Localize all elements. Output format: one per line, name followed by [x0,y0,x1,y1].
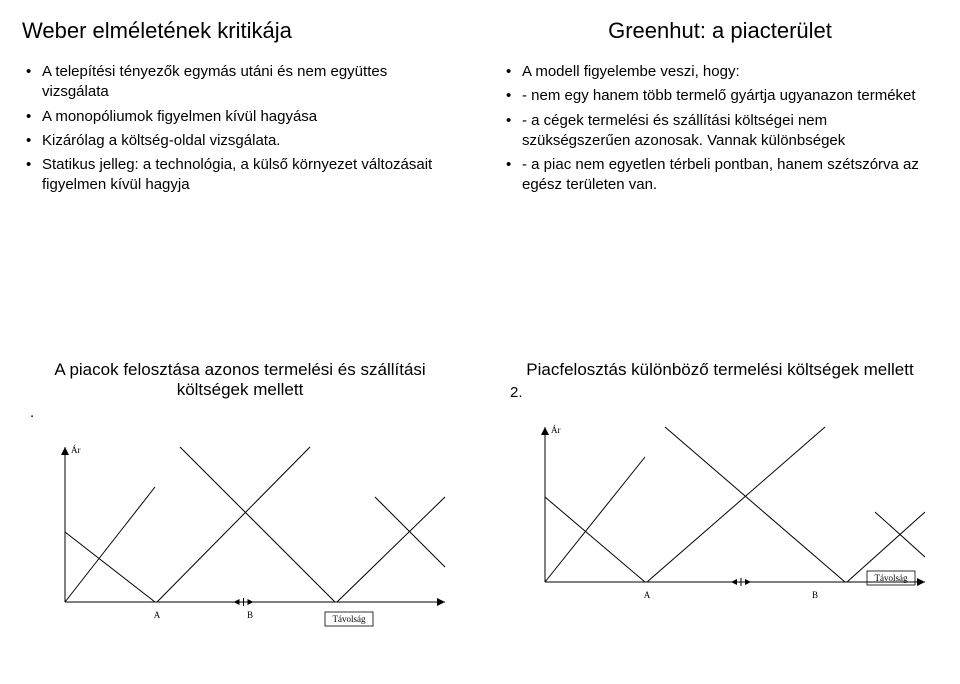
svg-text:B: B [812,590,818,600]
sub-item-text: - nem egy hanem több termelő gyártja ugy… [522,87,916,104]
panel2-title: Greenhut: a piacterület [502,18,938,44]
svg-text:Ár: Ár [71,445,81,455]
dot-text: . [30,404,34,421]
panel3-title: A piacok felosztása azonos termelési és … [22,360,458,400]
panel1-title: Weber elméletének kritikája [22,18,458,44]
chart-svg: Ár A B Távolság [502,407,938,617]
list-item: A monopóliumok figyelmen kívül hagyása [26,107,458,127]
svg-text:A: A [154,610,161,620]
list-item: - nem egy hanem több termelő gyártja ugy… [506,86,938,106]
chart-svg: Ár A B Távolság [22,427,458,637]
panel-diff-costs: Piacfelosztás különböző termelési költsé… [480,342,960,684]
list-item: Statikus jelleg: a technológia, a külső … [26,155,458,196]
svg-text:Távolság: Távolság [333,614,366,624]
panel1-list: A telepítési tényezők egymás utáni és ne… [22,62,458,196]
svg-text:B: B [247,610,253,620]
panel-greenhut: Greenhut: a piacterület A modell figyele… [480,0,960,342]
panel3-dot: . [22,404,458,421]
list-item: Kizárólag a költség-oldal vizsgálata. [26,131,458,151]
list-item: A telepítési tényezők egymás utáni és ne… [26,62,458,103]
svg-text:Távolság: Távolság [875,573,908,583]
svg-text:Ár: Ár [551,425,561,435]
panel4-dot: 2. [502,384,938,401]
panel4-title: Piacfelosztás különböző termelési költsé… [502,360,938,380]
panel-weber-critique: Weber elméletének kritikája A telepítési… [0,0,480,342]
dot-text: 2. [510,384,523,401]
list-item: - a cégek termelési és szállítási költsé… [506,111,938,152]
chart-diff-costs: Ár A B Távolság [502,407,938,617]
list-item: A modell figyelembe veszi, hogy: [506,62,938,82]
svg-text:A: A [644,590,651,600]
list-item: - a piac nem egyetlen térbeli pontban, h… [506,155,938,196]
panel2-list: A modell figyelembe veszi, hogy: - nem e… [502,62,938,196]
chart-equal-costs: Ár A B Távolság [22,427,458,637]
panel-equal-costs: A piacok felosztása azonos termelési és … [0,342,480,684]
